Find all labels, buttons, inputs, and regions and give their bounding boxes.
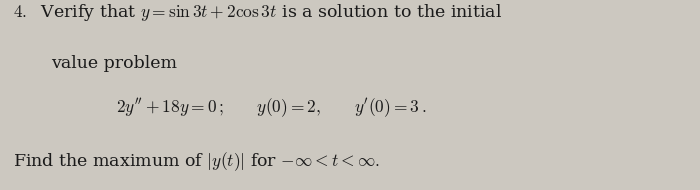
Text: $2y'' + 18y = 0\,;\qquad y(0) = 2,\qquad y'(0) = 3\,.$: $2y'' + 18y = 0\,;\qquad y(0) = 2,\qquad…	[116, 97, 426, 120]
Text: Find the maximum of $|y(t)|$ for $-\infty < t < \infty.$: Find the maximum of $|y(t)|$ for $-\inft…	[13, 150, 379, 173]
Text: $\mathbf{4.}$  Verify that $y = \sin 3t + 2\cos 3t$ is a solution to the initial: $\mathbf{4.}$ Verify that $y = \sin 3t +…	[13, 2, 502, 23]
Text: value problem: value problem	[51, 55, 177, 72]
